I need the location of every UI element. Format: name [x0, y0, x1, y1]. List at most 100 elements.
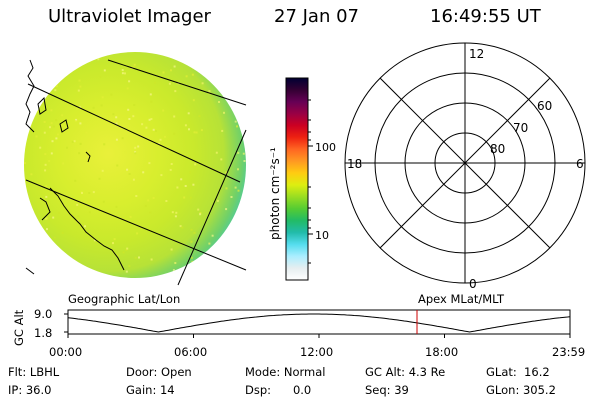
colorbar-unit-label: photon cm⁻²s⁻¹	[268, 147, 282, 240]
image-pixel	[24, 273, 27, 276]
image-pixel	[55, 137, 58, 140]
image-pixel	[192, 99, 195, 102]
image-pixel	[190, 228, 193, 231]
image-pixel	[126, 87, 129, 90]
image-pixel	[87, 52, 89, 54]
image-pixel	[211, 234, 214, 237]
image-pixel	[99, 75, 102, 78]
image-pixel	[29, 100, 32, 102]
image-pixel	[239, 70, 242, 73]
image-pixel	[199, 213, 202, 216]
image-pixel	[112, 242, 114, 245]
image-pixel	[43, 121, 46, 123]
image-pixel	[187, 112, 190, 115]
image-pixel	[121, 69, 124, 72]
image-pixel	[121, 137, 124, 140]
colorbar-tick-10: 10	[315, 229, 329, 242]
image-pixel	[122, 251, 125, 254]
image-pixel	[228, 73, 230, 76]
image-pixel	[101, 272, 103, 275]
timeline-x-tick-1200: 12:00	[300, 345, 333, 359]
image-pixel	[24, 192, 27, 194]
image-pixel	[132, 178, 135, 181]
image-pixel	[174, 215, 177, 218]
image-pixel	[98, 177, 101, 180]
image-pixel	[57, 133, 59, 136]
image-pixel	[48, 160, 51, 162]
image-pixel	[121, 72, 124, 75]
image-pixel	[197, 208, 200, 211]
image-pixel	[188, 128, 190, 131]
image-pixel	[150, 258, 153, 261]
image-pixel	[230, 59, 233, 62]
image-pixel	[162, 71, 165, 74]
image-pixel	[234, 186, 237, 189]
image-pixel	[92, 191, 95, 194]
image-pixel	[189, 171, 191, 174]
image-pixel	[88, 192, 91, 194]
coastline-outline	[25, 59, 125, 275]
image-pixel	[73, 140, 76, 143]
image-pixel	[51, 78, 54, 81]
image-pixel	[243, 195, 246, 198]
uv-image-disc	[24, 52, 246, 278]
image-pixel	[102, 200, 105, 203]
image-pixel	[125, 249, 128, 252]
image-pixel	[218, 101, 220, 103]
image-pixel	[115, 138, 118, 141]
image-pixel	[225, 187, 228, 190]
image-pixel	[115, 205, 118, 208]
image-pixel	[173, 115, 176, 118]
image-pixel	[35, 264, 38, 267]
image-pixel	[78, 152, 81, 155]
altitude-curve	[67, 313, 571, 333]
door-readout: Door: Open	[126, 365, 192, 379]
image-pixel	[124, 151, 127, 154]
image-pixel	[44, 153, 47, 156]
uv-image-panel	[24, 52, 247, 286]
image-pixel	[43, 131, 46, 134]
image-pixel	[239, 261, 241, 264]
image-pixel	[46, 228, 48, 231]
image-pixel	[29, 125, 32, 128]
image-pixel	[171, 211, 174, 214]
image-pixel	[77, 215, 80, 218]
image-pixel	[50, 122, 53, 125]
image-pixel	[128, 118, 131, 120]
image-pixel	[189, 196, 192, 199]
image-pixel	[228, 89, 231, 92]
image-pixel	[168, 82, 171, 85]
image-pixel	[52, 125, 55, 128]
image-pixel	[170, 163, 173, 165]
image-pixel	[74, 120, 77, 123]
image-pixel	[44, 169, 47, 172]
image-pixel	[236, 125, 238, 128]
image-pixel	[244, 243, 246, 246]
image-pixel	[45, 195, 48, 198]
glat-readout: GLat: 16.2	[486, 365, 550, 379]
image-pixel	[134, 146, 137, 149]
image-pixel	[126, 168, 129, 171]
image-pixel	[155, 130, 157, 132]
mlat-label-70: 70	[513, 121, 528, 135]
image-pixel	[77, 89, 80, 92]
image-pixel	[170, 248, 173, 251]
image-pixel	[24, 98, 27, 100]
image-pixel	[245, 55, 246, 58]
image-pixel	[154, 81, 156, 84]
image-pixel	[25, 146, 28, 149]
image-pixel	[150, 118, 153, 120]
image-pixel	[35, 135, 38, 138]
timeline-x-tick-0600: 06:00	[174, 345, 207, 359]
image-pixel	[208, 242, 211, 245]
gc-alt-readout: GC Alt: 4.3 Re	[365, 365, 446, 379]
image-pixel	[157, 142, 160, 145]
image-pixel	[170, 69, 172, 72]
image-pixel	[149, 93, 152, 96]
image-pixel	[79, 106, 82, 109]
image-pixel	[27, 230, 30, 233]
image-pixel	[172, 269, 175, 272]
image-pixel	[164, 135, 166, 138]
image-pixel	[101, 169, 104, 172]
